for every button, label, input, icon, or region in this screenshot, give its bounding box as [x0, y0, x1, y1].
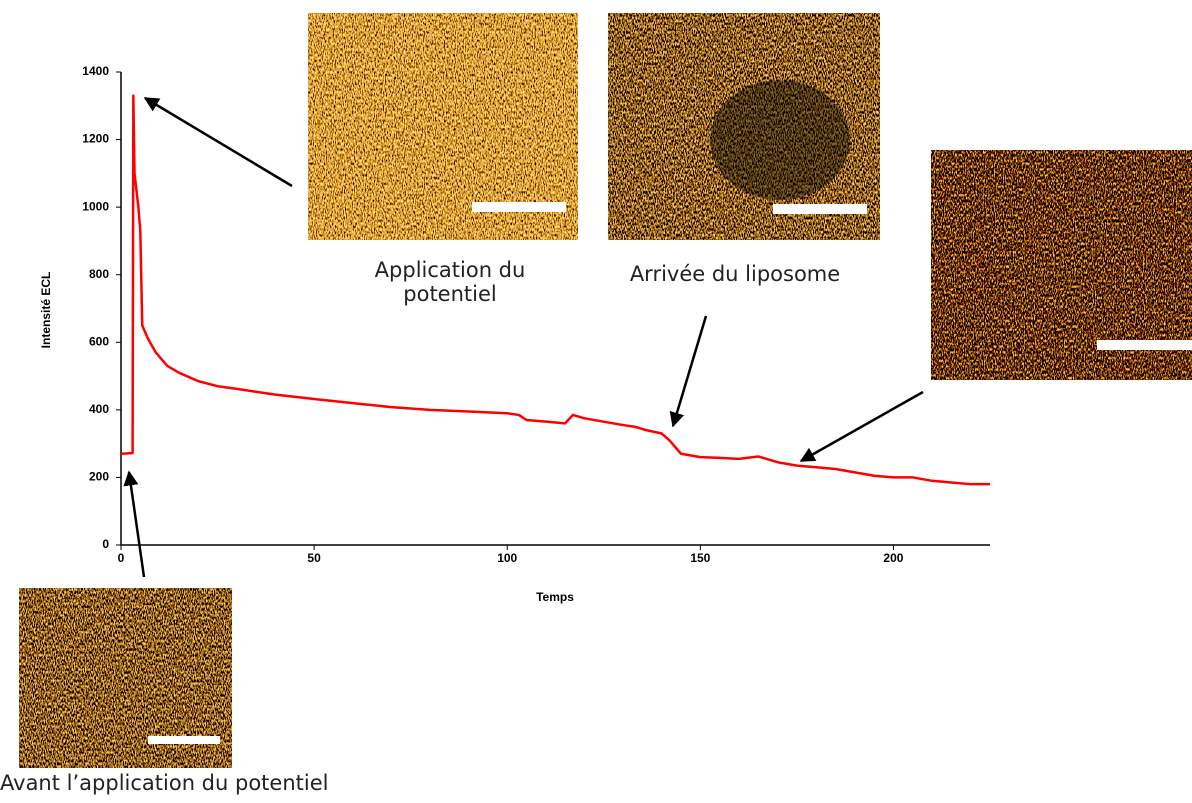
x-tick-label: 200 [883, 551, 903, 565]
y-tick-label: 400 [89, 402, 109, 416]
x-tick-label: 0 [118, 551, 125, 565]
y-tick-label: 0 [102, 537, 109, 551]
arrow [669, 315, 708, 428]
annotation: Application du potentiel [374, 258, 526, 306]
y-tick-label: 1200 [82, 132, 109, 146]
scale-bar [773, 204, 867, 214]
arrow [799, 390, 924, 463]
x-axis-title: Temps [536, 590, 574, 604]
data-line [120, 94, 990, 486]
y-tick-label: 1000 [82, 199, 109, 213]
y-tick-label: 800 [89, 267, 109, 281]
arrows [123, 96, 924, 578]
arrow [123, 470, 146, 578]
x-tick-label: 100 [497, 551, 517, 565]
arrow [143, 96, 293, 188]
y-tick-label: 200 [89, 470, 109, 484]
liposome-shadow [710, 80, 850, 200]
micrographs [19, 13, 1192, 768]
annotation: Arrivée du liposome [629, 262, 841, 286]
scale-bar [148, 736, 220, 744]
scale-bar [1097, 340, 1192, 350]
x-tick-label: 150 [690, 551, 710, 565]
annotation: Avant l’application du potentiel [0, 771, 329, 795]
x-tick-label: 50 [307, 551, 321, 565]
y-tick-label: 600 [89, 334, 109, 348]
y-axis-title: Intensité ECL [39, 272, 53, 349]
image [608, 13, 880, 240]
y-tick-label: 1400 [82, 64, 109, 78]
scale-bar [472, 202, 566, 212]
